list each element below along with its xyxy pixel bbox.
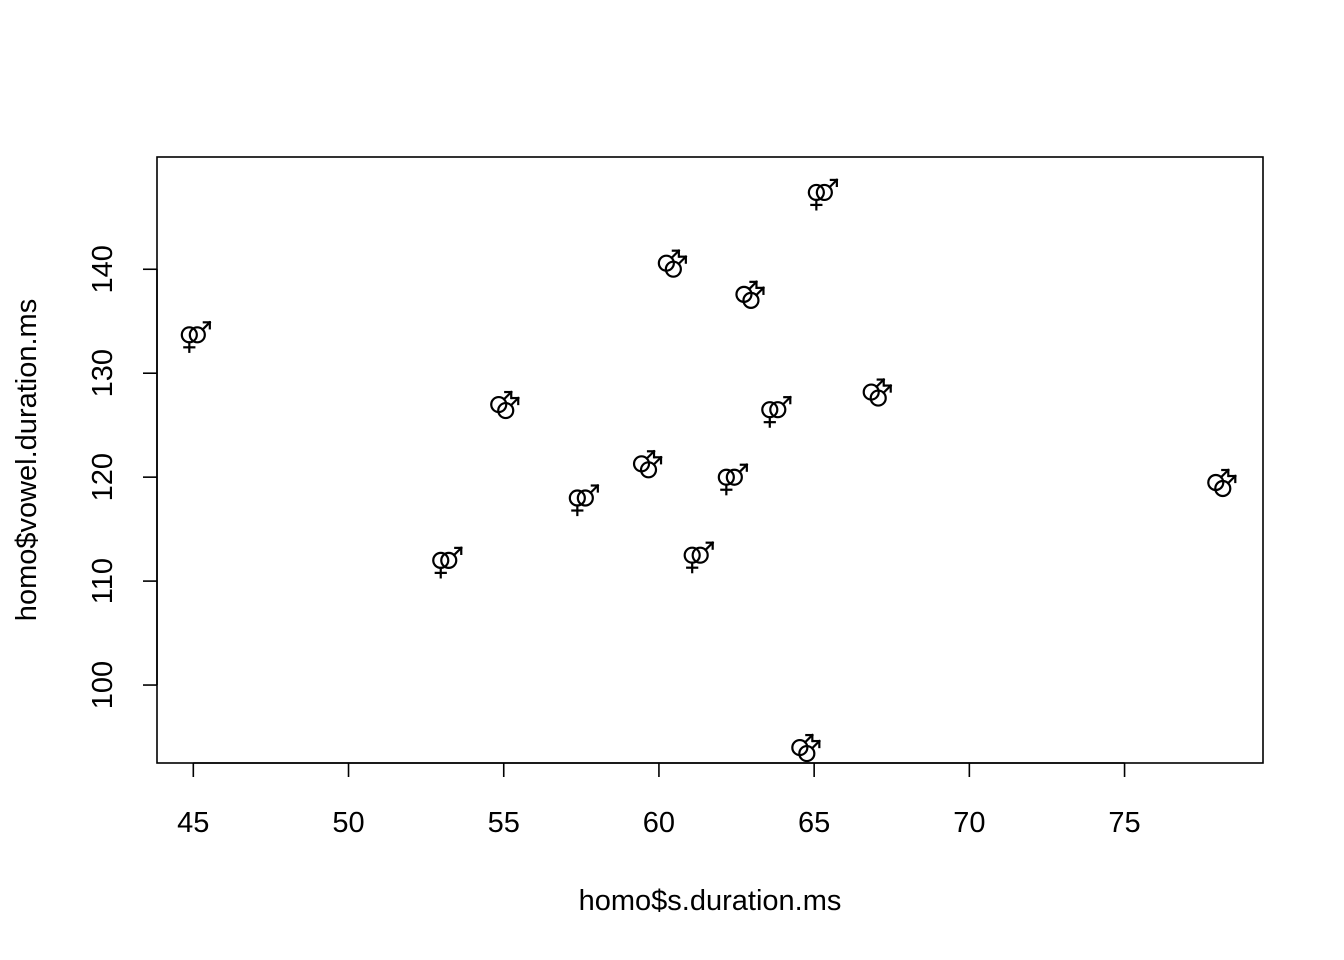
x-tick-label: 50 [332,807,364,839]
y-axis-label: homo$vowel.duration.ms [11,299,43,621]
y-axis: 100 110 120 130 140 [87,245,158,709]
data-point [807,178,839,211]
y-tick-label: 110 [87,558,119,604]
y-tick-label: 130 [87,349,119,397]
y-tick-label: 120 [87,453,119,501]
data-point [568,483,600,517]
y-tick-label: 100 [87,661,119,709]
data-point [717,463,749,496]
data-point [761,395,792,428]
data-point [791,733,821,763]
plot-frame [156,156,1264,764]
data-points [180,178,1237,763]
data-point [683,541,715,574]
data-point [1207,468,1237,498]
x-tick-label: 75 [1108,807,1140,839]
x-axis: 45 50 55 60 65 70 75 [177,762,1141,839]
x-tick-label: 70 [953,807,985,839]
data-point [490,390,520,420]
data-point [862,378,893,407]
data-point [432,546,463,579]
x-tick-label: 45 [177,807,209,839]
data-point [657,249,688,278]
y-tick-label: 140 [87,245,119,293]
x-tick-label: 65 [798,807,830,839]
x-tick-label: 55 [488,807,520,839]
x-tick-label: 60 [643,807,675,839]
data-point [632,449,663,479]
data-point [180,320,212,353]
data-point [735,280,766,309]
x-axis-label: homo$s.duration.ms [579,885,842,917]
